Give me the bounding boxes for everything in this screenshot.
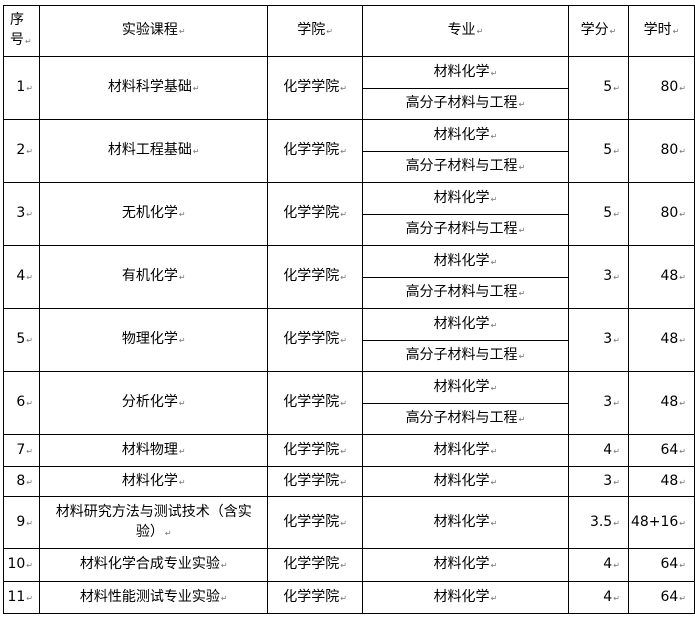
row-index: 4: [3, 245, 40, 309]
table-subrow: 高分子材料与工程: [4, 277, 695, 309]
course-name: 材料性能测试专业实验: [38, 581, 269, 614]
college: 化学学院: [267, 308, 363, 372]
hours: 80: [627, 182, 695, 246]
course-name: 材料科学基础: [38, 56, 269, 120]
hours: 48: [627, 371, 695, 435]
hours: 80: [627, 56, 695, 120]
college: 化学学院: [267, 548, 363, 582]
header-major: 专业: [361, 5, 570, 57]
course-name: 材料化学合成专业实验: [38, 548, 269, 582]
course-name: 材料物理: [38, 434, 269, 467]
header-index: 序号: [3, 5, 40, 57]
credits: 3: [568, 466, 629, 497]
table-row: 7材料物理化学学院材料化学464: [3, 434, 695, 467]
hours: 48: [627, 466, 695, 497]
course-name: 有机化学: [38, 245, 269, 309]
table-row: 8材料化学化学学院材料化学348: [3, 466, 695, 497]
major: 材料化学: [361, 434, 570, 467]
major: 材料化学: [361, 56, 570, 89]
major: 材料化学: [361, 548, 570, 582]
hours: 48+16: [627, 496, 695, 549]
table-row: 1材料科学基础化学学院材料化学580: [3, 56, 695, 120]
row-index: 3: [3, 182, 40, 246]
hours: 64: [627, 581, 695, 614]
major: 高分子材料与工程: [361, 403, 570, 435]
credits: 5: [568, 119, 629, 183]
major: 材料化学: [361, 466, 570, 497]
table-row: 5物理化学化学学院材料化学348: [3, 308, 695, 372]
table-subrow: 高分子材料与工程: [4, 403, 695, 435]
credits: 3: [568, 308, 629, 372]
header-row: 序号 实验课程 学院 专业 学分 学时: [3, 5, 695, 57]
college: 化学学院: [267, 434, 363, 467]
header-course: 实验课程: [38, 5, 269, 57]
college: 化学学院: [267, 581, 363, 614]
table-row: 4有机化学化学学院材料化学348: [3, 245, 695, 309]
credits: 3: [568, 371, 629, 435]
row-index: 7: [3, 434, 40, 467]
table-subrow: 高分子材料与工程: [4, 151, 695, 183]
hours: 64: [627, 434, 695, 467]
major: 高分子材料与工程: [361, 214, 570, 246]
major: 高分子材料与工程: [361, 340, 570, 372]
table-row: 2材料工程基础化学学院材料化学580: [3, 119, 695, 183]
college: 化学学院: [267, 371, 363, 435]
row-index: 6: [3, 371, 40, 435]
major: 高分子材料与工程: [361, 277, 570, 309]
major: 材料化学: [361, 496, 570, 549]
major: 材料化学: [361, 371, 570, 404]
row-index: 11: [3, 581, 40, 614]
hours: 64: [627, 548, 695, 582]
table-subrow: 高分子材料与工程: [4, 340, 695, 372]
course-name: 无机化学: [38, 182, 269, 246]
table-row: 11材料性能测试专业实验化学学院材料化学464: [3, 581, 695, 614]
table-row: 3无机化学化学学院材料化学580: [3, 182, 695, 246]
table-subrow: 高分子材料与工程: [4, 88, 695, 120]
course-name: 材料化学: [38, 466, 269, 497]
credits: 4: [568, 581, 629, 614]
credits: 3.5: [568, 496, 629, 549]
row-index: 9: [3, 496, 40, 549]
major: 高分子材料与工程: [361, 88, 570, 120]
hours: 48: [627, 245, 695, 309]
credits: 4: [568, 548, 629, 582]
college: 化学学院: [267, 245, 363, 309]
row-index: 8: [3, 466, 40, 497]
course-name: 材料工程基础: [38, 119, 269, 183]
college: 化学学院: [267, 496, 363, 549]
credits: 3: [568, 245, 629, 309]
course-table: 序号 实验课程 学院 专业 学分 学时 1材料科学基础化学学院材料化学580高分…: [3, 5, 695, 614]
credits: 5: [568, 182, 629, 246]
college: 化学学院: [267, 466, 363, 497]
header-college: 学院: [267, 5, 363, 57]
hours: 80: [627, 119, 695, 183]
college: 化学学院: [267, 119, 363, 183]
major: 材料化学: [361, 245, 570, 278]
row-index: 10: [3, 548, 40, 582]
major: 高分子材料与工程: [361, 151, 570, 183]
credits: 4: [568, 434, 629, 467]
major: 材料化学: [361, 119, 570, 152]
college: 化学学院: [267, 56, 363, 120]
major: 材料化学: [361, 581, 570, 614]
course-name: 分析化学: [38, 371, 269, 435]
course-name: 物理化学: [38, 308, 269, 372]
table-row: 6分析化学化学学院材料化学348: [3, 371, 695, 435]
college: 化学学院: [267, 182, 363, 246]
table-subrow: 高分子材料与工程: [4, 214, 695, 246]
row-index: 1: [3, 56, 40, 120]
header-hours: 学时: [627, 5, 695, 57]
credits: 5: [568, 56, 629, 120]
row-index: 5: [3, 308, 40, 372]
major: 材料化学: [361, 182, 570, 215]
major: 材料化学: [361, 308, 570, 341]
course-name: 材料研究方法与测试技术（含实验）: [38, 496, 269, 549]
row-index: 2: [3, 119, 40, 183]
table-row: 9材料研究方法与测试技术（含实验）化学学院材料化学3.548+16: [3, 496, 695, 549]
hours: 48: [627, 308, 695, 372]
table-row: 10材料化学合成专业实验化学学院材料化学464: [3, 548, 695, 582]
header-credits: 学分: [568, 5, 629, 57]
